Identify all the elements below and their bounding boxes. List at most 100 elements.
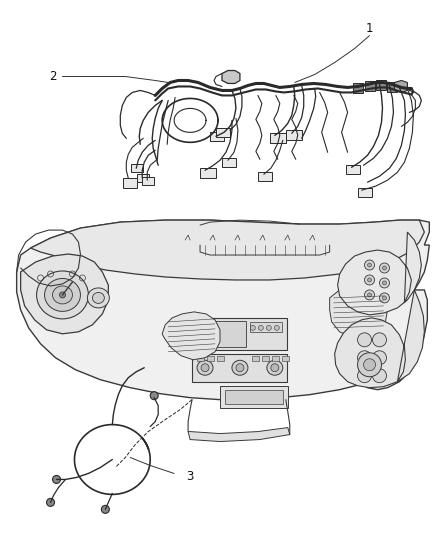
Bar xyxy=(272,356,279,361)
Text: 3: 3 xyxy=(187,470,194,483)
Circle shape xyxy=(53,475,60,483)
Bar xyxy=(225,390,283,403)
Bar xyxy=(286,131,302,140)
Ellipse shape xyxy=(92,293,104,303)
Bar xyxy=(258,172,272,181)
Bar xyxy=(220,386,288,408)
Circle shape xyxy=(366,269,369,271)
Polygon shape xyxy=(162,312,220,360)
Bar xyxy=(216,128,230,138)
Circle shape xyxy=(384,274,387,278)
Circle shape xyxy=(258,325,263,330)
Bar xyxy=(222,158,236,167)
Ellipse shape xyxy=(362,253,397,283)
Circle shape xyxy=(382,281,386,285)
Circle shape xyxy=(274,325,279,330)
Circle shape xyxy=(379,278,389,288)
Circle shape xyxy=(372,269,375,271)
Circle shape xyxy=(150,392,158,400)
Polygon shape xyxy=(388,83,397,92)
Text: 1: 1 xyxy=(366,22,373,35)
Bar xyxy=(142,177,154,185)
Ellipse shape xyxy=(197,360,213,375)
Bar xyxy=(210,132,224,141)
Ellipse shape xyxy=(45,278,81,311)
Bar xyxy=(197,356,204,361)
Circle shape xyxy=(366,256,369,260)
Bar xyxy=(250,322,282,332)
Circle shape xyxy=(384,269,387,271)
Circle shape xyxy=(378,256,381,260)
Circle shape xyxy=(251,325,255,330)
Bar xyxy=(252,356,259,361)
Bar xyxy=(282,356,289,361)
Circle shape xyxy=(60,292,66,298)
Bar xyxy=(217,356,224,361)
Circle shape xyxy=(372,263,375,265)
Bar xyxy=(270,133,286,143)
Polygon shape xyxy=(31,220,424,280)
Circle shape xyxy=(266,325,271,330)
Bar xyxy=(346,165,360,174)
Circle shape xyxy=(366,263,369,265)
Circle shape xyxy=(372,333,386,347)
Ellipse shape xyxy=(53,286,72,304)
Polygon shape xyxy=(222,70,240,84)
Ellipse shape xyxy=(232,360,248,375)
Circle shape xyxy=(357,353,381,377)
Circle shape xyxy=(367,293,371,297)
Circle shape xyxy=(378,263,381,265)
Circle shape xyxy=(367,278,371,282)
Bar xyxy=(137,174,149,182)
Circle shape xyxy=(379,263,389,273)
Polygon shape xyxy=(335,290,424,387)
Circle shape xyxy=(372,369,386,383)
Circle shape xyxy=(236,364,244,372)
Circle shape xyxy=(382,296,386,300)
Bar xyxy=(357,188,371,197)
Ellipse shape xyxy=(267,360,283,375)
Circle shape xyxy=(367,263,371,267)
Circle shape xyxy=(382,266,386,270)
Circle shape xyxy=(364,260,374,270)
Circle shape xyxy=(378,269,381,271)
Ellipse shape xyxy=(37,271,88,319)
Polygon shape xyxy=(338,232,421,315)
Bar xyxy=(131,164,143,172)
Circle shape xyxy=(372,351,386,365)
Polygon shape xyxy=(353,84,363,93)
Circle shape xyxy=(357,369,371,383)
Circle shape xyxy=(379,293,389,303)
Circle shape xyxy=(372,274,375,278)
Polygon shape xyxy=(364,82,374,92)
Polygon shape xyxy=(395,80,407,92)
Polygon shape xyxy=(17,220,429,400)
Circle shape xyxy=(384,256,387,260)
Circle shape xyxy=(378,274,381,278)
Circle shape xyxy=(357,333,371,347)
Circle shape xyxy=(372,256,375,260)
Bar xyxy=(200,168,216,178)
Bar xyxy=(196,321,246,347)
Bar xyxy=(124,178,137,188)
Bar xyxy=(207,356,214,361)
Circle shape xyxy=(46,498,54,506)
Circle shape xyxy=(364,290,374,300)
Ellipse shape xyxy=(88,288,110,308)
Polygon shape xyxy=(188,427,290,441)
Text: 2: 2 xyxy=(49,70,56,83)
Circle shape xyxy=(364,275,374,285)
Polygon shape xyxy=(330,286,388,337)
Circle shape xyxy=(357,351,371,365)
Circle shape xyxy=(101,505,110,513)
Circle shape xyxy=(384,263,387,265)
Circle shape xyxy=(364,359,375,371)
Bar xyxy=(192,354,287,382)
Circle shape xyxy=(201,364,209,372)
Bar xyxy=(192,318,287,350)
Polygon shape xyxy=(377,80,386,91)
Bar xyxy=(262,356,269,361)
Polygon shape xyxy=(21,254,108,334)
Circle shape xyxy=(271,364,279,372)
Circle shape xyxy=(366,274,369,278)
